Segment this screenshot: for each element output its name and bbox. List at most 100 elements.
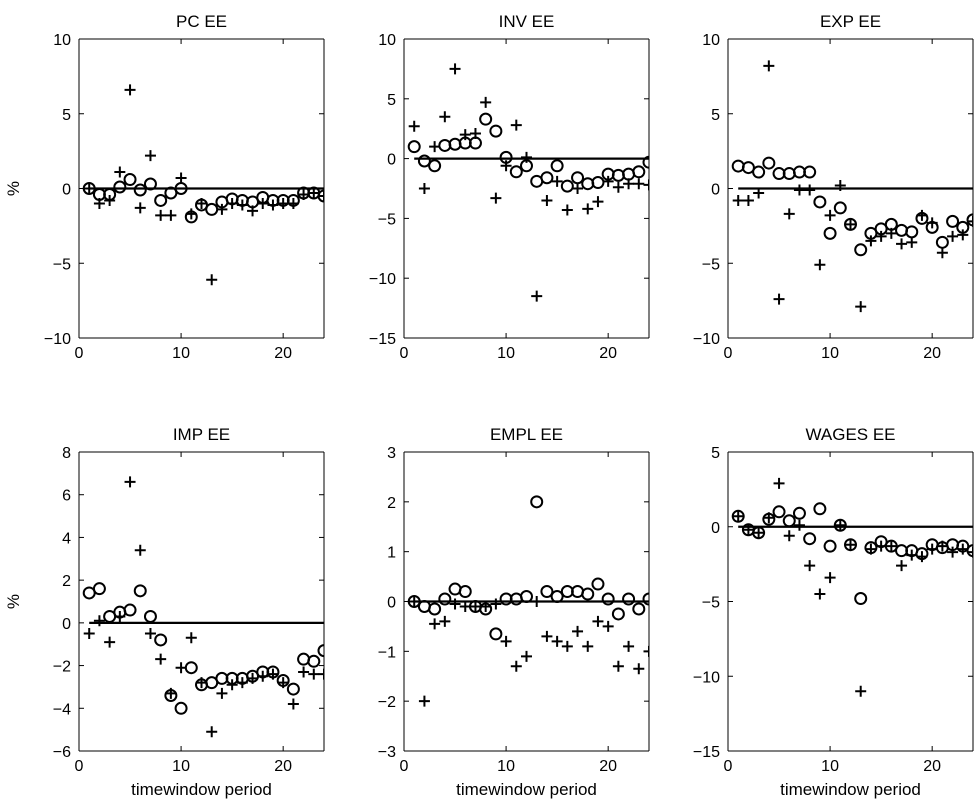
x-tick-label: 20 [923,345,941,362]
y-tick-label: −2 [53,659,71,676]
x-tick-label: 20 [923,758,941,775]
plus-point [175,172,187,184]
circle-point [184,661,198,675]
circle-point [297,652,311,666]
circle-point [966,544,973,558]
plus-point [753,187,765,199]
circle-point [530,495,544,509]
plus-point [551,175,563,187]
circle-point [417,599,431,613]
plus-point [196,197,207,209]
subplot-empl-ee: EMPL EE 0 10 20 −3 −2 −1 0 1 2 3 timewindow period [378,425,650,799]
plus-point [541,630,553,642]
circle-point [428,602,442,616]
markers [731,60,973,313]
plus-point [855,685,867,697]
plus-point [469,600,481,612]
circle-point [448,582,462,596]
subplot-title: EMPL EE [490,425,563,444]
circle-point [813,195,827,209]
plus-point [277,197,289,209]
plus-point [83,628,95,640]
circle-point [550,590,564,604]
circle-point [550,159,564,173]
plus-point [804,560,816,572]
circle-point [823,226,837,240]
y-tick-label: 5 [387,92,396,109]
y-tick-label: 5 [711,445,720,462]
x-tick-label: 0 [400,758,409,775]
plus-point [875,230,887,242]
plus-point [793,184,805,196]
plus-point [612,660,624,672]
plus-point [783,208,795,220]
plus-point [429,141,441,153]
plus-point [236,199,248,211]
plus-point [257,197,269,209]
y-axis-label: % [4,594,23,609]
plus-point [469,127,481,139]
plus-point [845,539,856,551]
plus-point [865,235,877,247]
markers [407,495,649,707]
plus-point [144,150,156,162]
subplot-title: EXP EE [820,12,881,31]
y-tick-label: 0 [387,595,396,612]
subplot-title: WAGES EE [805,425,895,444]
plus-point [773,293,785,305]
plus-point [814,259,826,271]
plus-point [247,672,259,684]
circle-point [520,590,533,604]
circle-point [905,225,919,239]
x-tick-label: 10 [821,758,839,775]
plus-point [763,60,775,72]
circle-point [540,585,554,599]
plus-point [834,180,846,192]
circle-point [854,243,868,257]
plus-point [480,600,492,612]
circle-point [560,179,574,193]
plus-point [742,524,754,536]
circle-point [133,584,147,598]
plus-point [114,166,126,178]
plus-point [267,668,279,680]
y-tick-label: −10 [693,331,720,348]
x-axis-label: timewindow period [131,780,272,799]
plus-point [510,119,522,131]
plus-point [855,301,867,313]
plus-point [875,540,887,552]
plus-point [236,677,248,689]
plus-point [206,274,218,286]
circle-point [489,627,503,641]
circle-point [642,592,649,606]
subplot-wages-ee: WAGES EE 0 10 20 −15 −10 −5 0 5 timewindow period [693,425,974,799]
plus-point [124,476,136,488]
plus-point [906,549,918,561]
plus-point [947,230,959,242]
plus-point [592,615,604,627]
plus-point [175,662,187,674]
y-tick-label: 3 [387,445,396,462]
plus-point [185,632,197,644]
plus-point [572,625,584,637]
markers [82,476,324,738]
plus-point [926,217,938,229]
y-tick-label: −1 [378,644,396,661]
circle-point [591,577,605,591]
y-tick-label: −10 [693,669,720,686]
plus-point [480,96,492,108]
circle-point [803,532,817,546]
plus-point [967,546,973,558]
plus-point [753,527,765,539]
plus-point [834,519,846,531]
y-tick-label: 0 [62,182,71,199]
plus-point [277,677,289,689]
circle-point [123,603,137,617]
plus-point [510,660,522,672]
circle-point [458,585,472,599]
plus-point [93,615,105,627]
plus-point [155,653,167,665]
y-tick-label: −10 [369,271,396,288]
subplot-exp-ee: EXP EE 0 10 20 −10 −5 0 5 10 [693,12,974,362]
circle-point [164,186,178,200]
